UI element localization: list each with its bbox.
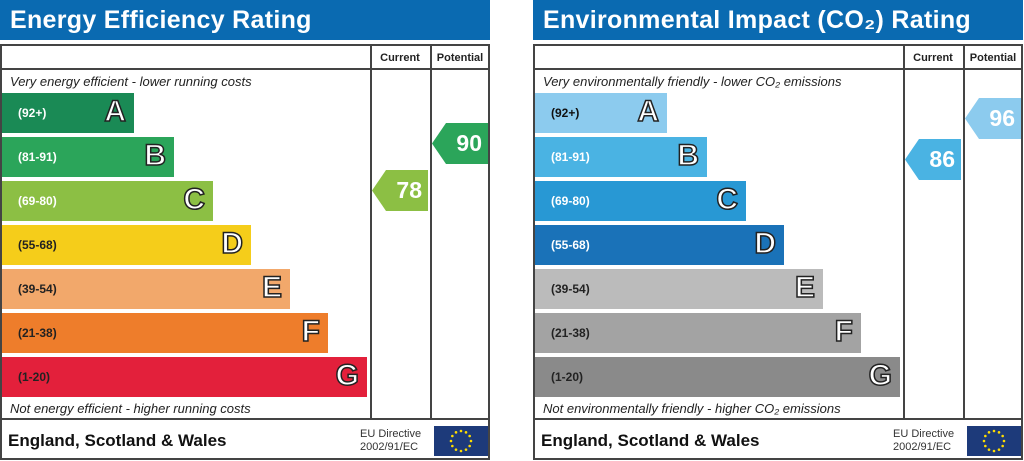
potential-column-header: Potential bbox=[969, 52, 1017, 64]
region-label: England, Scotland & Wales bbox=[8, 431, 227, 450]
band-range: (1-20) bbox=[551, 370, 584, 384]
band-range: (1-20) bbox=[18, 370, 51, 384]
panel-title: Environmental Impact (CO₂) Rating bbox=[533, 0, 1023, 40]
band-letter: F bbox=[301, 314, 321, 349]
band-range: (81-91) bbox=[18, 150, 57, 164]
band-range: (21-38) bbox=[551, 326, 590, 340]
energy-efficiency-panel: Energy Efficiency Rating Current Potenti… bbox=[0, 0, 490, 460]
eu-directive: EU Directive 2002/91/EC bbox=[360, 428, 421, 454]
region-label: England, Scotland & Wales bbox=[541, 431, 760, 450]
divider bbox=[963, 46, 965, 420]
band-range: (69-80) bbox=[551, 194, 590, 208]
band-letter: E bbox=[794, 270, 816, 305]
panel-title: Energy Efficiency Rating bbox=[0, 0, 490, 40]
current-column-header: Current bbox=[913, 52, 953, 64]
band-d: (55-68) D bbox=[535, 225, 784, 265]
band-letter: G bbox=[868, 358, 893, 393]
rating-table: Current Potential Very environmentally f… bbox=[533, 44, 1023, 460]
band-range: (39-54) bbox=[551, 282, 590, 296]
divider bbox=[903, 46, 905, 420]
divider bbox=[2, 68, 488, 70]
eu-directive-line2: 2002/91/EC bbox=[360, 441, 419, 453]
eu-directive-line1: EU Directive bbox=[360, 428, 422, 440]
divider bbox=[2, 418, 488, 420]
band-f: (21-38) F bbox=[535, 313, 861, 353]
band-range: (92+) bbox=[18, 106, 47, 120]
band-range: (21-38) bbox=[18, 326, 57, 340]
band-letter: B bbox=[677, 138, 700, 173]
band-letter: C bbox=[716, 182, 739, 217]
band-range: (55-68) bbox=[551, 238, 590, 252]
band-range: (92+) bbox=[551, 106, 580, 120]
potential-rating-arrow: 90 bbox=[432, 123, 488, 164]
divider bbox=[430, 46, 432, 420]
band-letter: C bbox=[183, 182, 206, 217]
environmental-impact-panel: Environmental Impact (CO₂) Rating Curren… bbox=[533, 0, 1023, 460]
current-rating-arrow: 86 bbox=[905, 139, 961, 180]
divider bbox=[535, 418, 1021, 420]
rating-table: Current Potential Very energy efficient … bbox=[0, 44, 490, 460]
band-range: (39-54) bbox=[18, 282, 57, 296]
eu-stars bbox=[449, 429, 473, 453]
band-g: (1-20) G bbox=[2, 357, 367, 397]
eu-stars bbox=[982, 429, 1006, 453]
eu-flag-icon bbox=[434, 426, 488, 456]
top-note: Very energy efficient - lower running co… bbox=[10, 74, 252, 89]
band-range: (55-68) bbox=[18, 238, 57, 252]
eu-directive-line1: EU Directive bbox=[893, 428, 955, 440]
band-c: (69-80) C bbox=[2, 181, 213, 221]
potential-rating-arrow: 96 bbox=[965, 98, 1021, 139]
band-letter: F bbox=[834, 314, 854, 349]
top-note: Very environmentally friendly - lower CO… bbox=[543, 74, 842, 89]
current-column-header: Current bbox=[380, 52, 420, 64]
band-range: (69-80) bbox=[18, 194, 57, 208]
band-b: (81-91) B bbox=[535, 137, 707, 177]
band-letter: E bbox=[261, 270, 283, 305]
band-c: (69-80) C bbox=[535, 181, 746, 221]
band-letter: A bbox=[104, 94, 127, 129]
bottom-note: Not energy efficient - higher running co… bbox=[10, 401, 251, 416]
band-a: (92+) A bbox=[2, 93, 134, 133]
band-e: (39-54) E bbox=[2, 269, 290, 309]
band-letter: A bbox=[637, 94, 660, 129]
eu-directive-line2: 2002/91/EC bbox=[893, 441, 952, 453]
current-rating-arrow: 78 bbox=[372, 170, 428, 211]
band-letter: D bbox=[221, 226, 244, 261]
bottom-note: Not environmentally friendly - higher CO… bbox=[543, 401, 841, 416]
band-letter: D bbox=[754, 226, 777, 261]
band-e: (39-54) E bbox=[535, 269, 823, 309]
divider bbox=[535, 68, 1021, 70]
band-d: (55-68) D bbox=[2, 225, 251, 265]
band-letter: B bbox=[144, 138, 167, 173]
band-g: (1-20) G bbox=[535, 357, 900, 397]
band-letter: G bbox=[335, 358, 360, 393]
band-range: (81-91) bbox=[551, 150, 590, 164]
band-b: (81-91) B bbox=[2, 137, 174, 177]
band-f: (21-38) F bbox=[2, 313, 328, 353]
potential-column-header: Potential bbox=[436, 52, 484, 64]
divider bbox=[370, 46, 372, 420]
band-a: (92+) A bbox=[535, 93, 667, 133]
eu-flag-icon bbox=[967, 426, 1021, 456]
eu-directive: EU Directive 2002/91/EC bbox=[893, 428, 954, 454]
